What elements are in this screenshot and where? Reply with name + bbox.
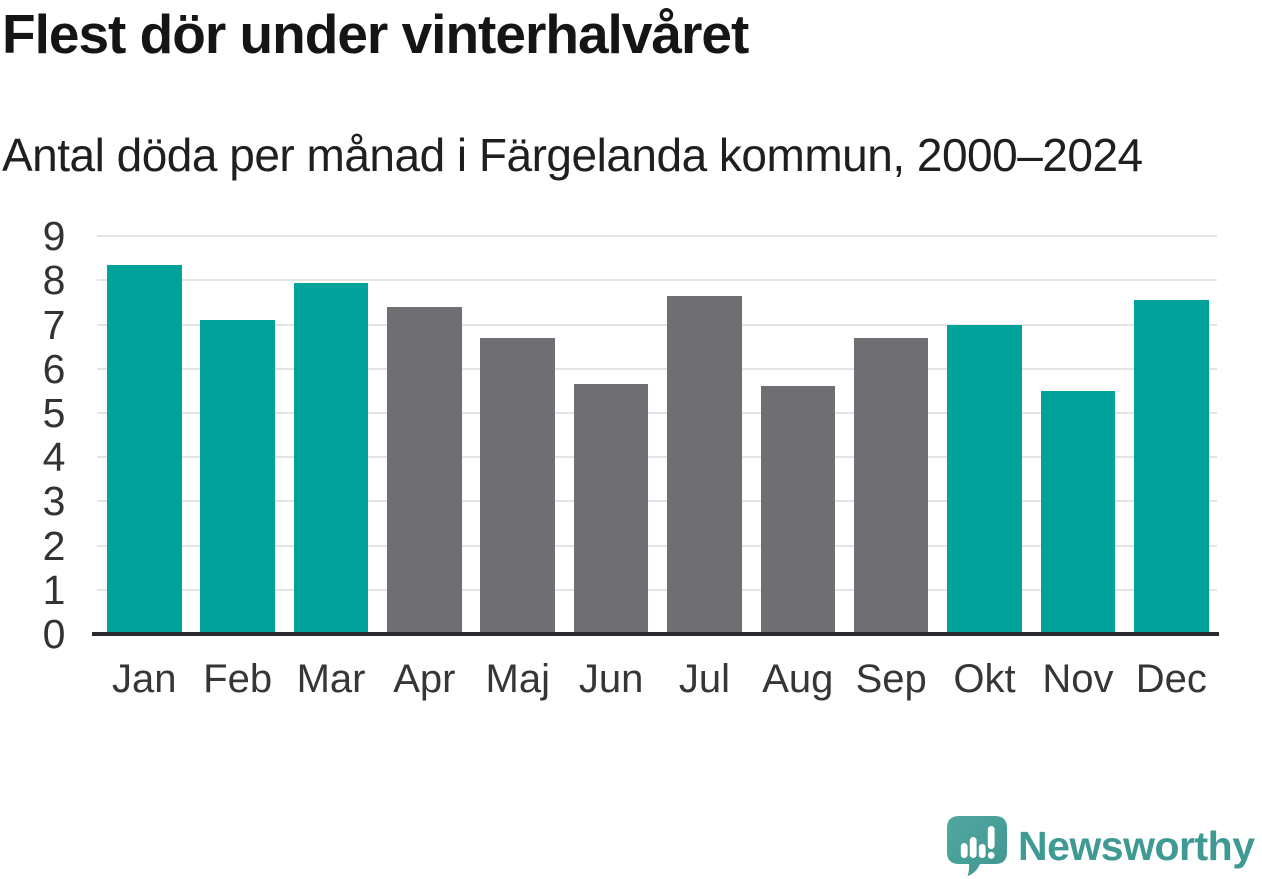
x-label-mar: Mar — [296, 657, 366, 701]
gridline-y6 — [97, 367, 1217, 370]
x-label-jan: Jan — [112, 657, 177, 701]
bar-feb — [200, 320, 275, 634]
gridline-y9 — [97, 235, 1217, 238]
y-tick-label-1: 1 — [42, 566, 66, 613]
bar-dec — [1133, 300, 1209, 634]
gridline-y4 — [97, 456, 1217, 459]
y-tick-label-3: 3 — [42, 478, 66, 525]
x-label-aug: Aug — [762, 657, 834, 701]
y-tick-label-9: 9 — [42, 213, 66, 260]
bar-okt — [947, 324, 1022, 634]
y-tick-label-6: 6 — [42, 345, 66, 392]
bar-apr — [387, 306, 462, 634]
brand-name: Newsworthy — [1018, 823, 1255, 869]
x-label-feb: Feb — [203, 657, 273, 701]
x-label-nov: Nov — [1042, 657, 1114, 701]
bar-maj — [480, 337, 556, 634]
x-label-sep: Sep — [855, 657, 927, 701]
newsworthy-logo-icon — [947, 816, 1007, 877]
y-tick-label-5: 5 — [42, 390, 66, 436]
bar-mar — [293, 282, 369, 634]
gridline-y2 — [97, 544, 1217, 547]
y-tick-label-8: 8 — [42, 257, 66, 304]
mini-barchart-glyph — [960, 826, 995, 859]
gridline-y8 — [97, 279, 1217, 282]
exclamation-dot — [987, 851, 995, 859]
y-tick-label-4: 4 — [42, 434, 66, 481]
chart-subtitle: Antal döda per månad i Färgelanda kommun… — [2, 129, 1143, 181]
y-tick-label-2: 2 — [42, 522, 66, 569]
bar-jun — [573, 384, 649, 634]
bar-aug — [760, 386, 836, 634]
gridline-y7 — [97, 323, 1217, 326]
bar-sep — [853, 337, 929, 634]
exclamation-stem — [987, 826, 995, 849]
x-label-jul: Jul — [678, 657, 731, 701]
gridline-y3 — [97, 500, 1217, 503]
bar-nov — [1040, 390, 1116, 634]
bar-jan — [107, 264, 182, 634]
gridline-y1 — [97, 588, 1217, 591]
x-label-jun: Jun — [578, 657, 644, 701]
bar-jul — [667, 295, 742, 634]
speech-bubble-shape — [947, 816, 1007, 877]
brand-footer: Newsworthy — [946, 815, 1255, 877]
x-label-okt: Okt — [953, 657, 1016, 701]
x-axis-line — [92, 632, 1219, 636]
x-label-dec: Dec — [1135, 657, 1207, 701]
gridline-y5 — [97, 412, 1217, 414]
y-tick-label-0: 0 — [42, 611, 66, 657]
x-label-maj: Maj — [485, 657, 550, 701]
x-label-apr: Apr — [393, 657, 456, 701]
chart-title: Flest dör under vinterhalvåret — [2, 3, 749, 65]
y-tick-label-7: 7 — [42, 301, 66, 348]
